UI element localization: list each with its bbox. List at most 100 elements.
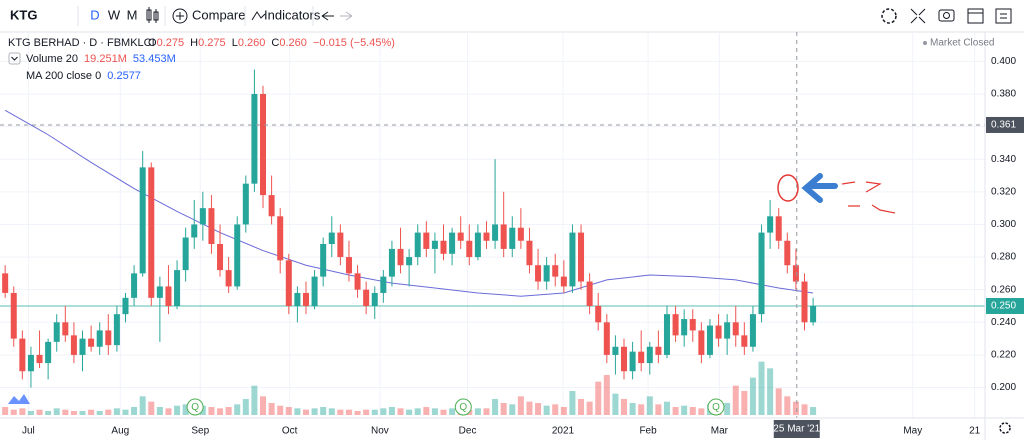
volume-bar	[217, 408, 224, 415]
crosshair-date-label: 25 Mar '21	[773, 424, 820, 435]
x-tick-label: Mar	[711, 426, 729, 437]
volume-bar	[535, 403, 542, 415]
x-tick-label: Nov	[371, 426, 389, 437]
candle-body	[2, 273, 9, 293]
candle-body	[311, 276, 318, 306]
indicators-button[interactable]: Indicators	[264, 7, 321, 22]
volume-legend: Volume 20 19.251M 53.453M	[26, 53, 176, 65]
candle-body	[440, 240, 447, 254]
interval[interactable]: D	[90, 7, 99, 22]
volume-bar	[775, 388, 782, 415]
ohlc-label: O	[148, 37, 157, 49]
indicators-icon[interactable]	[251, 11, 266, 21]
y-tick-label: 0.280	[991, 252, 1016, 263]
y-tick-label: 0.220	[991, 350, 1016, 361]
candle-body	[603, 322, 610, 355]
ma-name: MA 200 close 0	[26, 70, 101, 82]
redo-icon[interactable]	[340, 11, 353, 21]
candle-body	[260, 93, 267, 196]
x-tick-label: Oct	[282, 426, 298, 437]
volume-bar	[440, 409, 447, 415]
axis-settings-icon[interactable]	[999, 422, 1011, 434]
layout-icon[interactable]	[967, 8, 984, 24]
compare-icon[interactable]	[172, 8, 188, 24]
volume-bar	[492, 399, 499, 415]
volume-bar	[603, 375, 610, 415]
candle-body	[208, 208, 215, 245]
settings-icon[interactable]	[881, 8, 897, 24]
interval[interactable]: M	[127, 7, 138, 22]
volume-bar	[234, 404, 241, 415]
volume-bar	[801, 404, 808, 415]
candle-body	[758, 232, 765, 315]
candle-body	[655, 346, 662, 355]
volume-bar	[70, 411, 77, 415]
interval[interactable]: W	[108, 7, 121, 22]
candle-body	[569, 232, 576, 287]
undo-icon[interactable]	[321, 11, 334, 21]
x-tick-label: May	[903, 426, 922, 437]
candle-body	[792, 265, 799, 282]
x-tick-label: Aug	[111, 426, 129, 437]
candle-body	[414, 232, 421, 258]
y-tick-label: 0.380	[991, 89, 1016, 100]
volume-ma-value: 53.453M	[133, 53, 176, 65]
volume-bar	[406, 409, 413, 415]
candle-body	[715, 325, 722, 339]
volume-bar	[655, 404, 662, 415]
candle-body	[354, 273, 361, 290]
y-tick-label: 0.260	[991, 284, 1016, 295]
volume-bar	[363, 409, 370, 415]
candle-body	[113, 314, 120, 346]
candle-body	[620, 346, 628, 372]
collapse-button[interactable]	[8, 52, 21, 65]
ohlc-value: 0.260	[238, 37, 266, 49]
earnings-label: Q	[191, 402, 199, 413]
candle-body	[698, 330, 705, 355]
volume-bar	[302, 409, 309, 415]
volume-bar	[380, 408, 387, 415]
candle-body	[741, 335, 748, 347]
candle-body	[27, 354, 34, 372]
volume-bar	[225, 407, 232, 415]
candle-body	[79, 338, 86, 355]
candle-body	[225, 270, 232, 287]
candle-body	[474, 232, 481, 258]
volume-name: Volume 20	[26, 53, 78, 65]
volume-bar	[620, 399, 628, 415]
earnings-marker	[454, 398, 472, 416]
candle-body	[483, 232, 490, 241]
y-tick-label: 0.240	[991, 317, 1016, 328]
volume-bar	[354, 411, 361, 415]
fullscreen-icon[interactable]	[910, 8, 926, 24]
logo[interactable]	[8, 394, 30, 404]
earnings-label: Q	[712, 402, 720, 413]
chart-style-icon[interactable]	[146, 7, 159, 23]
candle-body	[156, 286, 163, 298]
publish-icon[interactable]	[995, 8, 1012, 24]
candle-body	[165, 286, 172, 306]
volume-bar	[10, 409, 17, 415]
volume-bar	[517, 396, 524, 415]
candle-body	[191, 224, 198, 238]
volume-bar	[732, 385, 739, 415]
candle-body	[242, 183, 249, 225]
snapshot-icon[interactable]	[938, 9, 955, 22]
candle-body	[70, 335, 77, 355]
volume-bar	[79, 411, 86, 415]
candle-body	[535, 265, 542, 282]
ma-legend: MA 200 close 0 0.2577	[26, 70, 141, 82]
candle-body	[371, 292, 378, 306]
volume-value: 19.251M	[84, 53, 127, 65]
volume-bar	[122, 409, 129, 415]
candle-body	[406, 257, 413, 266]
compare-button[interactable]: Compare	[192, 7, 245, 22]
candle-body	[53, 322, 60, 342]
candle-body	[801, 281, 808, 323]
candle-body	[586, 281, 593, 306]
symbol[interactable]: KTG	[10, 7, 37, 22]
volume-bar	[612, 393, 619, 415]
candle-body	[749, 314, 756, 347]
